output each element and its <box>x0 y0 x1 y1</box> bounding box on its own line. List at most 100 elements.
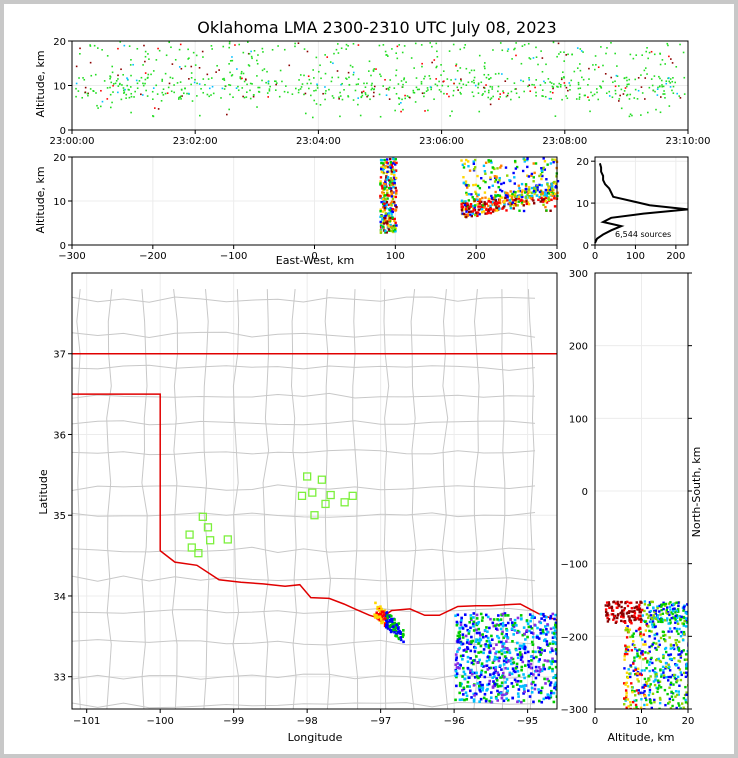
ns-source <box>683 632 686 636</box>
time-height-source <box>611 96 614 99</box>
ew-tick-label: 200 <box>467 251 486 262</box>
time-height-source <box>443 80 445 83</box>
map-source <box>495 697 498 700</box>
ns-source <box>633 618 636 622</box>
ns-source <box>673 673 676 677</box>
map-source <box>488 649 492 653</box>
ns-source <box>649 609 653 613</box>
time-height-source <box>77 90 80 92</box>
map-source <box>472 620 476 624</box>
ns-source <box>646 659 649 663</box>
map-source <box>495 650 498 654</box>
ew-source <box>538 183 541 187</box>
map-source <box>530 690 534 694</box>
ew-tick-label: −200 <box>139 251 166 262</box>
map-source <box>399 636 403 639</box>
time-height-source <box>523 43 526 46</box>
time-height-source <box>529 90 532 93</box>
ew-source <box>544 193 547 196</box>
ew-source <box>515 195 518 198</box>
time-height-source <box>597 66 600 69</box>
ew-source <box>462 212 466 216</box>
map-source <box>505 660 508 664</box>
time-height-source <box>602 64 604 67</box>
time-height-source <box>267 80 270 83</box>
time-height-source <box>510 90 513 93</box>
ns-source <box>620 610 624 614</box>
ns-source <box>642 658 645 661</box>
map-source <box>479 612 483 616</box>
time-height-source <box>121 84 123 86</box>
time-height-source <box>608 95 611 97</box>
ns-source <box>653 637 657 640</box>
map-source <box>551 649 554 653</box>
time-height-source <box>345 48 348 50</box>
ew-source <box>472 207 475 210</box>
lat-tick-label: 35 <box>53 511 66 522</box>
map-source <box>531 632 535 635</box>
map-source <box>523 690 526 694</box>
time-height-source <box>130 111 132 114</box>
map-source <box>466 628 470 632</box>
map-source <box>517 695 520 698</box>
map-source <box>462 686 466 690</box>
map-source <box>532 680 535 684</box>
map-source <box>555 650 557 654</box>
time-height-source <box>266 70 268 73</box>
time-height-source <box>231 74 234 76</box>
map-source <box>396 626 400 630</box>
map-source <box>500 632 504 636</box>
map-source <box>537 673 541 677</box>
ew-source <box>392 185 395 189</box>
ns-source <box>661 620 664 624</box>
ns-source <box>644 651 647 654</box>
ew-alt-tick-label: 10 <box>53 197 66 208</box>
ns-source <box>662 603 666 606</box>
map-source <box>491 685 495 689</box>
time-height-source <box>313 99 316 102</box>
ns-source <box>659 686 663 689</box>
time-height-source <box>636 98 639 100</box>
ew-source <box>504 194 508 197</box>
map-source <box>539 612 543 616</box>
time-height-source <box>122 89 125 92</box>
time-height-source <box>324 98 326 101</box>
map-source <box>469 671 472 674</box>
time-height-source <box>484 90 486 93</box>
ns-source <box>659 617 662 621</box>
map-source <box>510 662 513 666</box>
ew-source <box>390 229 393 233</box>
map-source <box>478 675 482 678</box>
ew-source <box>537 198 540 202</box>
map-source <box>511 667 515 670</box>
lma-station-marker <box>185 530 194 539</box>
time-height-source <box>551 85 554 88</box>
time-height-source <box>168 82 171 85</box>
ew-source <box>524 196 527 199</box>
time-height-source <box>245 79 247 81</box>
map-source <box>485 698 488 701</box>
ew-source <box>509 190 512 193</box>
ns-source <box>672 602 675 606</box>
map-source <box>502 693 505 697</box>
map-source <box>516 629 520 633</box>
ew-source <box>380 161 383 165</box>
map-source <box>462 670 466 674</box>
map-source <box>495 683 499 686</box>
map-source <box>526 635 529 639</box>
map-source <box>467 632 471 635</box>
ew-source <box>465 186 469 189</box>
alt-tick-label: 0 <box>60 126 66 137</box>
map-source <box>501 645 504 648</box>
ns-source <box>628 619 631 622</box>
map-source <box>497 636 501 640</box>
ew-source <box>460 159 463 162</box>
time-height-source <box>455 64 457 67</box>
ew-source <box>502 201 506 204</box>
time-height-source <box>483 87 486 89</box>
time-height-source <box>303 48 306 50</box>
ns-source <box>607 601 611 604</box>
map-source <box>538 670 542 673</box>
map-source <box>540 617 543 620</box>
